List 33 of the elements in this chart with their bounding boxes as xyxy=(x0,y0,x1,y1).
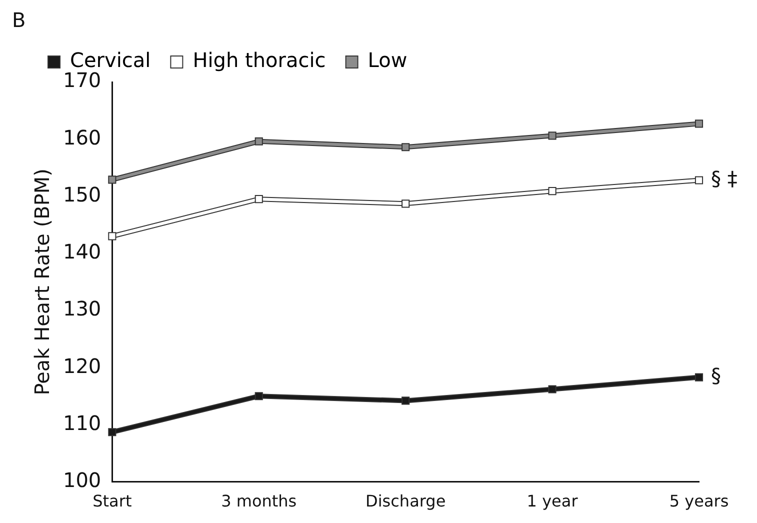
point xyxy=(548,187,556,196)
y-tick-label: 110 xyxy=(62,410,102,435)
point xyxy=(108,428,116,436)
point xyxy=(694,120,704,128)
x-tick-label: 5 years xyxy=(669,492,729,511)
legend-label: Low xyxy=(368,48,408,72)
y-tick-label: 150 xyxy=(62,182,102,206)
y-tick-label: 130 xyxy=(62,296,102,321)
point xyxy=(694,373,704,382)
text: B xyxy=(12,8,26,32)
point xyxy=(254,195,263,204)
point xyxy=(694,176,704,184)
y-tick-label: 160 xyxy=(62,125,102,150)
point xyxy=(402,143,410,152)
point xyxy=(254,137,263,146)
x-tick-label: 1 year xyxy=(526,492,578,511)
legend-label: High thoracic xyxy=(192,48,326,72)
point xyxy=(402,396,410,405)
x-tick-label: 3 months xyxy=(221,492,297,511)
y-tick-label: 140 xyxy=(62,240,102,264)
point xyxy=(548,385,556,394)
x-tick-label: Start xyxy=(92,492,132,511)
y-tick-label: 100 xyxy=(62,468,102,492)
annotation: § xyxy=(711,363,721,388)
point xyxy=(108,232,116,240)
point xyxy=(254,392,263,400)
point xyxy=(108,176,116,184)
point xyxy=(402,200,410,208)
y-axis-title: Peak Heart Rate (BPM) xyxy=(30,168,54,396)
x-tick-label: Discharge xyxy=(366,492,446,511)
point xyxy=(548,132,556,140)
y-tick-label: 120 xyxy=(62,354,102,378)
annotation: § ‡ xyxy=(711,166,738,190)
